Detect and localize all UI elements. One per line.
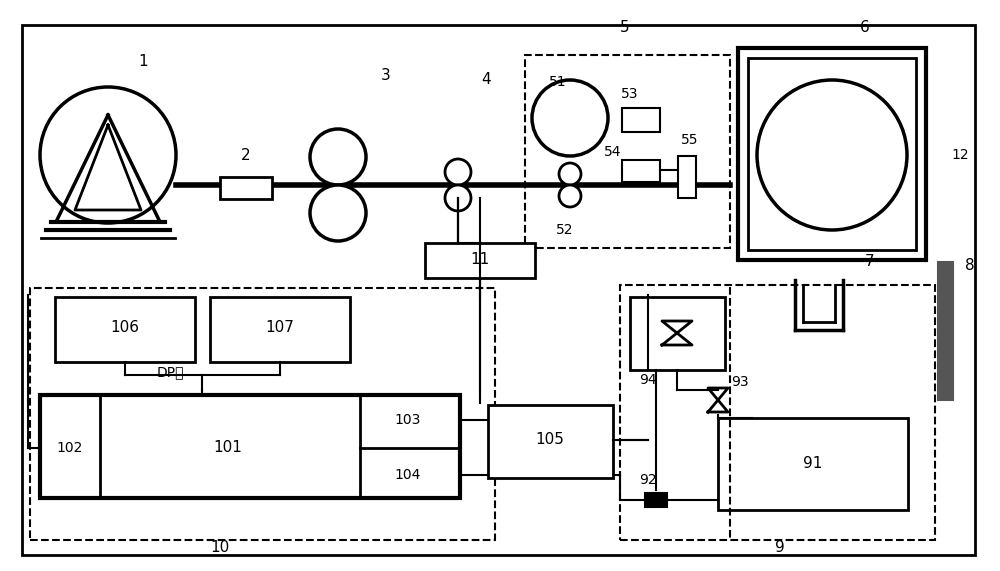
Circle shape: [559, 163, 581, 185]
Circle shape: [532, 80, 608, 156]
Bar: [40, 395, 460, 498]
Text: 104: 104: [395, 468, 421, 482]
Bar: [620, 285, 935, 540]
Text: 101: 101: [214, 440, 242, 456]
Text: 11: 11: [470, 252, 490, 267]
Circle shape: [445, 159, 471, 185]
Text: 7: 7: [865, 255, 875, 270]
Text: DP网: DP网: [156, 365, 184, 379]
Bar: [488, 405, 613, 478]
Bar: [30, 288, 495, 540]
Text: 12: 12: [951, 148, 969, 162]
Text: 10: 10: [210, 541, 230, 556]
Text: 3: 3: [381, 67, 391, 82]
Bar: [645, 493, 667, 507]
Bar: [718, 418, 908, 510]
Text: 55: 55: [681, 133, 699, 147]
Circle shape: [559, 185, 581, 207]
Text: 5: 5: [620, 21, 630, 35]
Circle shape: [445, 185, 471, 211]
Text: 54: 54: [604, 145, 622, 159]
Bar: [938, 262, 953, 400]
Text: 103: 103: [395, 413, 421, 427]
Bar: [630, 297, 725, 370]
Text: 8: 8: [965, 258, 975, 272]
Text: 106: 106: [110, 320, 140, 336]
Bar: [622, 108, 660, 132]
Bar: [738, 48, 926, 260]
Bar: [210, 297, 350, 362]
Circle shape: [40, 87, 176, 223]
Text: 9: 9: [775, 541, 785, 556]
Bar: [425, 243, 535, 278]
Bar: [525, 55, 730, 248]
Circle shape: [757, 80, 907, 230]
Bar: [55, 297, 195, 362]
Bar: [622, 160, 660, 182]
Text: 2: 2: [241, 147, 251, 163]
Text: 4: 4: [481, 73, 491, 87]
Text: 94: 94: [639, 373, 657, 387]
Text: 107: 107: [266, 320, 294, 336]
Text: 53: 53: [621, 87, 639, 101]
Text: 51: 51: [549, 75, 567, 89]
Text: 6: 6: [860, 21, 870, 35]
Text: 92: 92: [639, 473, 657, 487]
Bar: [678, 156, 696, 198]
Text: 1: 1: [138, 54, 148, 70]
Circle shape: [310, 129, 366, 185]
Circle shape: [310, 185, 366, 241]
Text: 93: 93: [731, 375, 749, 389]
Bar: [220, 177, 272, 199]
Bar: [748, 58, 916, 250]
Text: 91: 91: [803, 456, 823, 471]
Text: 52: 52: [556, 223, 574, 237]
Text: 102: 102: [57, 441, 83, 455]
Text: 105: 105: [536, 432, 564, 448]
